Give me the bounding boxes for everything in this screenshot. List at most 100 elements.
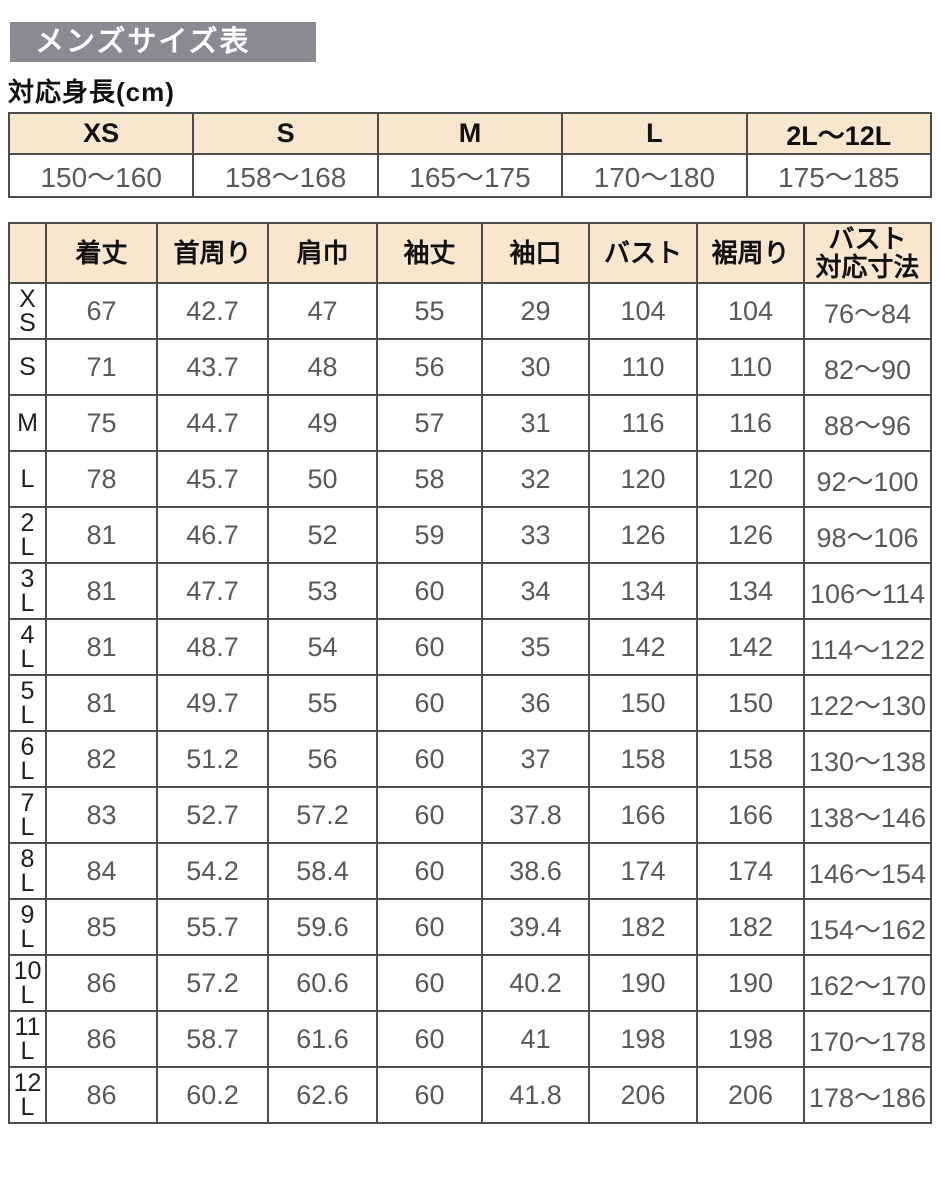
table-row: 7 L 83 52.7 57.2 60 37.8 166 166 138〜146	[8, 786, 932, 844]
size-col-header: 首周り	[156, 222, 269, 284]
size-row-label: 3 L	[8, 562, 47, 620]
size-cell: 35	[481, 618, 590, 676]
size-cell: 62.6	[267, 1066, 378, 1124]
size-cell: 56	[376, 338, 483, 396]
size-table-header-row: 着丈 首周り 肩巾 袖丈 袖口 バスト 裾周り バスト 対応寸法	[8, 222, 932, 284]
size-cell: 138〜146	[803, 786, 932, 844]
size-cell: 42.7	[156, 282, 269, 340]
size-row-label: 12 L	[8, 1066, 47, 1124]
size-row-label: 5 L	[8, 674, 47, 732]
size-cell: 30	[481, 338, 590, 396]
size-cell: 150	[696, 674, 805, 732]
size-col-header: 袖丈	[376, 222, 483, 284]
size-row-label: 7 L	[8, 786, 47, 844]
size-cell: 45.7	[156, 450, 269, 508]
size-cell: 81	[45, 618, 158, 676]
size-cell: 58.4	[267, 842, 378, 900]
size-cell: 50	[267, 450, 378, 508]
size-cell: 41.8	[481, 1066, 590, 1124]
table-row: 10 L 86 57.2 60.6 60 40.2 190 190 162〜170	[8, 954, 932, 1012]
height-col-header: 2L〜12L	[745, 112, 933, 155]
table-row: 5 L 81 49.7 55 60 36 150 150 122〜130	[8, 674, 932, 732]
size-cell: 46.7	[156, 506, 269, 564]
height-col-header: L	[561, 112, 748, 155]
size-row-label: 4 L	[8, 618, 47, 676]
size-cell: 130〜138	[803, 730, 932, 788]
size-cell: 39.4	[481, 898, 590, 956]
size-row-label: 2 L	[8, 506, 47, 564]
size-cell: 76〜84	[803, 282, 932, 340]
size-cell: 32	[481, 450, 590, 508]
size-row-label: 10 L	[8, 954, 47, 1012]
size-cell: 55	[376, 282, 483, 340]
size-cell: 162〜170	[803, 954, 932, 1012]
corner-cell	[8, 222, 47, 284]
size-cell: 34	[481, 562, 590, 620]
size-cell: 166	[588, 786, 698, 844]
size-cell: 92〜100	[803, 450, 932, 508]
size-cell: 52.7	[156, 786, 269, 844]
size-cell: 122〜130	[803, 674, 932, 732]
size-cell: 126	[696, 506, 805, 564]
size-cell: 178〜186	[803, 1066, 932, 1124]
size-col-header: 裾周り	[696, 222, 805, 284]
size-cell: 198	[696, 1010, 805, 1068]
size-cell: 60	[376, 898, 483, 956]
size-cell: 158	[588, 730, 698, 788]
size-row-label: S	[8, 338, 47, 396]
size-row-label: 6 L	[8, 730, 47, 788]
size-cell: 57	[376, 394, 483, 452]
table-row: S 71 43.7 48 56 30 110 110 82〜90	[8, 338, 932, 396]
size-cell: 41	[481, 1010, 590, 1068]
height-value: 150〜160	[7, 153, 195, 198]
size-row-label: X S	[8, 282, 47, 340]
table-row: 9 L 85 55.7 59.6 60 39.4 182 182 154〜162	[8, 898, 932, 956]
table-row: 6 L 82 51.2 56 60 37 158 158 130〜138	[8, 730, 932, 788]
table-row: 4 L 81 48.7 54 60 35 142 142 114〜122	[8, 618, 932, 676]
table-row: 11 L 86 58.7 61.6 60 41 198 198 170〜178	[8, 1010, 932, 1068]
size-cell: 44.7	[156, 394, 269, 452]
height-value: 158〜168	[192, 153, 379, 198]
size-cell: 47	[267, 282, 378, 340]
table-row: X S 67 42.7 47 55 29 104 104 76〜84	[8, 282, 932, 340]
size-cell: 58	[376, 450, 483, 508]
size-cell: 71	[45, 338, 158, 396]
size-cell: 166	[696, 786, 805, 844]
size-cell: 190	[588, 954, 698, 1012]
size-cell: 116	[696, 394, 805, 452]
size-cell: 81	[45, 506, 158, 564]
size-cell: 38.6	[481, 842, 590, 900]
size-row-label: 11 L	[8, 1010, 47, 1068]
size-cell: 170〜178	[803, 1010, 932, 1068]
size-cell: 116	[588, 394, 698, 452]
size-cell: 98〜106	[803, 506, 932, 564]
table-row: M 75 44.7 49 57 31 116 116 88〜96	[8, 394, 932, 452]
size-cell: 174	[588, 842, 698, 900]
height-table-caption: 対応身長(cm)	[8, 77, 175, 107]
table-row: 8 L 84 54.2 58.4 60 38.6 174 174 146〜154	[8, 842, 932, 900]
size-cell: 60	[376, 562, 483, 620]
size-col-header: バスト 対応寸法	[803, 222, 932, 284]
size-cell: 29	[481, 282, 590, 340]
page-title: メンズサイズ表	[10, 22, 316, 62]
size-cell: 142	[588, 618, 698, 676]
size-cell: 37	[481, 730, 590, 788]
height-value: 165〜175	[376, 153, 564, 198]
size-cell: 85	[45, 898, 158, 956]
size-cell: 53	[267, 562, 378, 620]
size-cell: 150	[588, 674, 698, 732]
size-cell: 190	[696, 954, 805, 1012]
size-cell: 48	[267, 338, 378, 396]
size-cell: 48.7	[156, 618, 269, 676]
size-cell: 57.2	[267, 786, 378, 844]
size-row-label: L	[8, 450, 47, 508]
size-cell: 60	[376, 618, 483, 676]
size-col-header: 肩巾	[267, 222, 378, 284]
size-col-header: バスト	[588, 222, 698, 284]
size-cell: 84	[45, 842, 158, 900]
height-col-header: XS	[7, 112, 195, 155]
size-cell: 59.6	[267, 898, 378, 956]
table-row: L 78 45.7 50 58 32 120 120 92〜100	[8, 450, 932, 508]
size-cell: 52	[267, 506, 378, 564]
size-cell: 67	[45, 282, 158, 340]
